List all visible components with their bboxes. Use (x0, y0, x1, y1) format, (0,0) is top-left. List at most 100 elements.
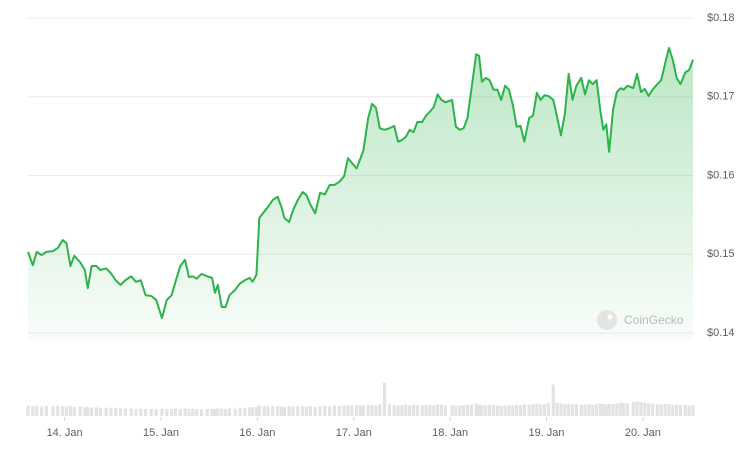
volume-bar (408, 405, 412, 416)
volume-bar (227, 408, 232, 416)
volume-bar (587, 404, 591, 416)
volume-bar (123, 408, 127, 416)
volume-bar (491, 405, 496, 416)
volume-bar (607, 403, 611, 416)
volume-bar (542, 404, 547, 416)
volume-bar (635, 401, 639, 416)
volume-bar (667, 404, 671, 416)
volume-bar (370, 405, 374, 416)
volume-bar (539, 404, 543, 416)
volume-bar (154, 409, 158, 416)
volume-bar (643, 402, 647, 416)
volume-bar (428, 405, 432, 416)
volume-bar (631, 402, 635, 416)
volume-bar (439, 404, 444, 416)
volume-bar (195, 409, 199, 416)
volume-bar (248, 407, 252, 416)
volume-bar (358, 405, 363, 416)
volume-bar (415, 405, 419, 416)
volume-bar (83, 407, 87, 416)
volume-bar (279, 406, 284, 416)
price-line (27, 46, 694, 320)
volume-bar (591, 404, 595, 416)
volume-bar (559, 403, 563, 416)
area-fill (28, 47, 693, 341)
x-tick-label: 19. Jan (528, 427, 564, 439)
volume-bar (474, 403, 478, 416)
x-tick-label: 14. Jan (47, 427, 83, 439)
volume-bar (611, 404, 615, 416)
volume-bar (443, 405, 447, 416)
volume-bar (90, 407, 94, 416)
volume-bar (531, 404, 535, 416)
volume-bar (243, 408, 247, 416)
volume-bar (129, 408, 133, 416)
volume-bar (51, 406, 55, 416)
volume-bar (647, 403, 651, 416)
volume-bar (515, 404, 519, 416)
volume-bar (518, 405, 523, 416)
labels: $0.18 $0.17 $0.16 $0.15 $0.14 14. Jan 15. Jan 1… (47, 12, 735, 439)
volume-bar (191, 408, 195, 416)
volume-bar (233, 408, 237, 416)
volume-bar (205, 409, 209, 416)
volume-bar (527, 404, 531, 416)
volume-bar (615, 403, 619, 416)
volume-bar (61, 406, 65, 416)
y-tick-label: $0.16 (707, 169, 735, 181)
volume-bar (287, 406, 291, 416)
volume-bar (522, 404, 526, 416)
volume-bar (450, 405, 454, 416)
volume-bar (86, 406, 90, 416)
volume-bar (511, 405, 515, 416)
volume-bar (458, 405, 462, 416)
volume-bar (619, 402, 623, 416)
volume-bar (271, 405, 275, 416)
volume-bar (378, 404, 382, 416)
volume-bar (396, 405, 400, 416)
volume-bar (387, 403, 392, 416)
volume-bar (691, 405, 695, 416)
volume-bar (35, 405, 39, 416)
watermark: CoinGecko (597, 310, 684, 330)
volume-bar (488, 404, 492, 416)
volume-bar (39, 406, 44, 416)
volume-bar (355, 405, 359, 416)
volume-bar (332, 405, 337, 416)
volume-bar (187, 409, 191, 416)
volume-bar (595, 403, 599, 416)
volume-bar (687, 405, 691, 416)
watermark-logo (597, 310, 617, 330)
volume-bar (465, 404, 470, 416)
volume-bar (44, 405, 48, 416)
volume-bar (574, 404, 578, 416)
volume-bar (262, 406, 266, 416)
volume-bar (400, 405, 404, 416)
volume-bar (346, 405, 350, 416)
watermark-text: CoinGecko (624, 313, 684, 327)
y-tick-label: $0.14 (707, 327, 735, 339)
volume-bar (266, 406, 270, 416)
volume-bar (56, 405, 60, 416)
volume-bar (411, 404, 416, 416)
volume-bar (118, 408, 123, 416)
volume-bar (567, 403, 571, 416)
volume-bar (308, 406, 312, 416)
volume-bar (503, 405, 507, 416)
volume (26, 382, 695, 416)
volume-bar (220, 408, 224, 416)
volume-bar (109, 408, 113, 416)
volume-bar (469, 404, 473, 416)
volume-bar (432, 405, 436, 416)
volume-bar (625, 403, 630, 416)
volume-bar (480, 405, 484, 416)
volume-bar (170, 409, 174, 416)
x-tick-label: 17. Jan (336, 427, 372, 439)
volume-bar (404, 404, 408, 416)
watermark-logo-eye (607, 314, 613, 320)
volume-bar (622, 403, 626, 416)
volume-bar (291, 406, 295, 416)
volume-bar (114, 407, 118, 416)
volume-bar (583, 404, 587, 416)
volume-bar (178, 409, 182, 416)
